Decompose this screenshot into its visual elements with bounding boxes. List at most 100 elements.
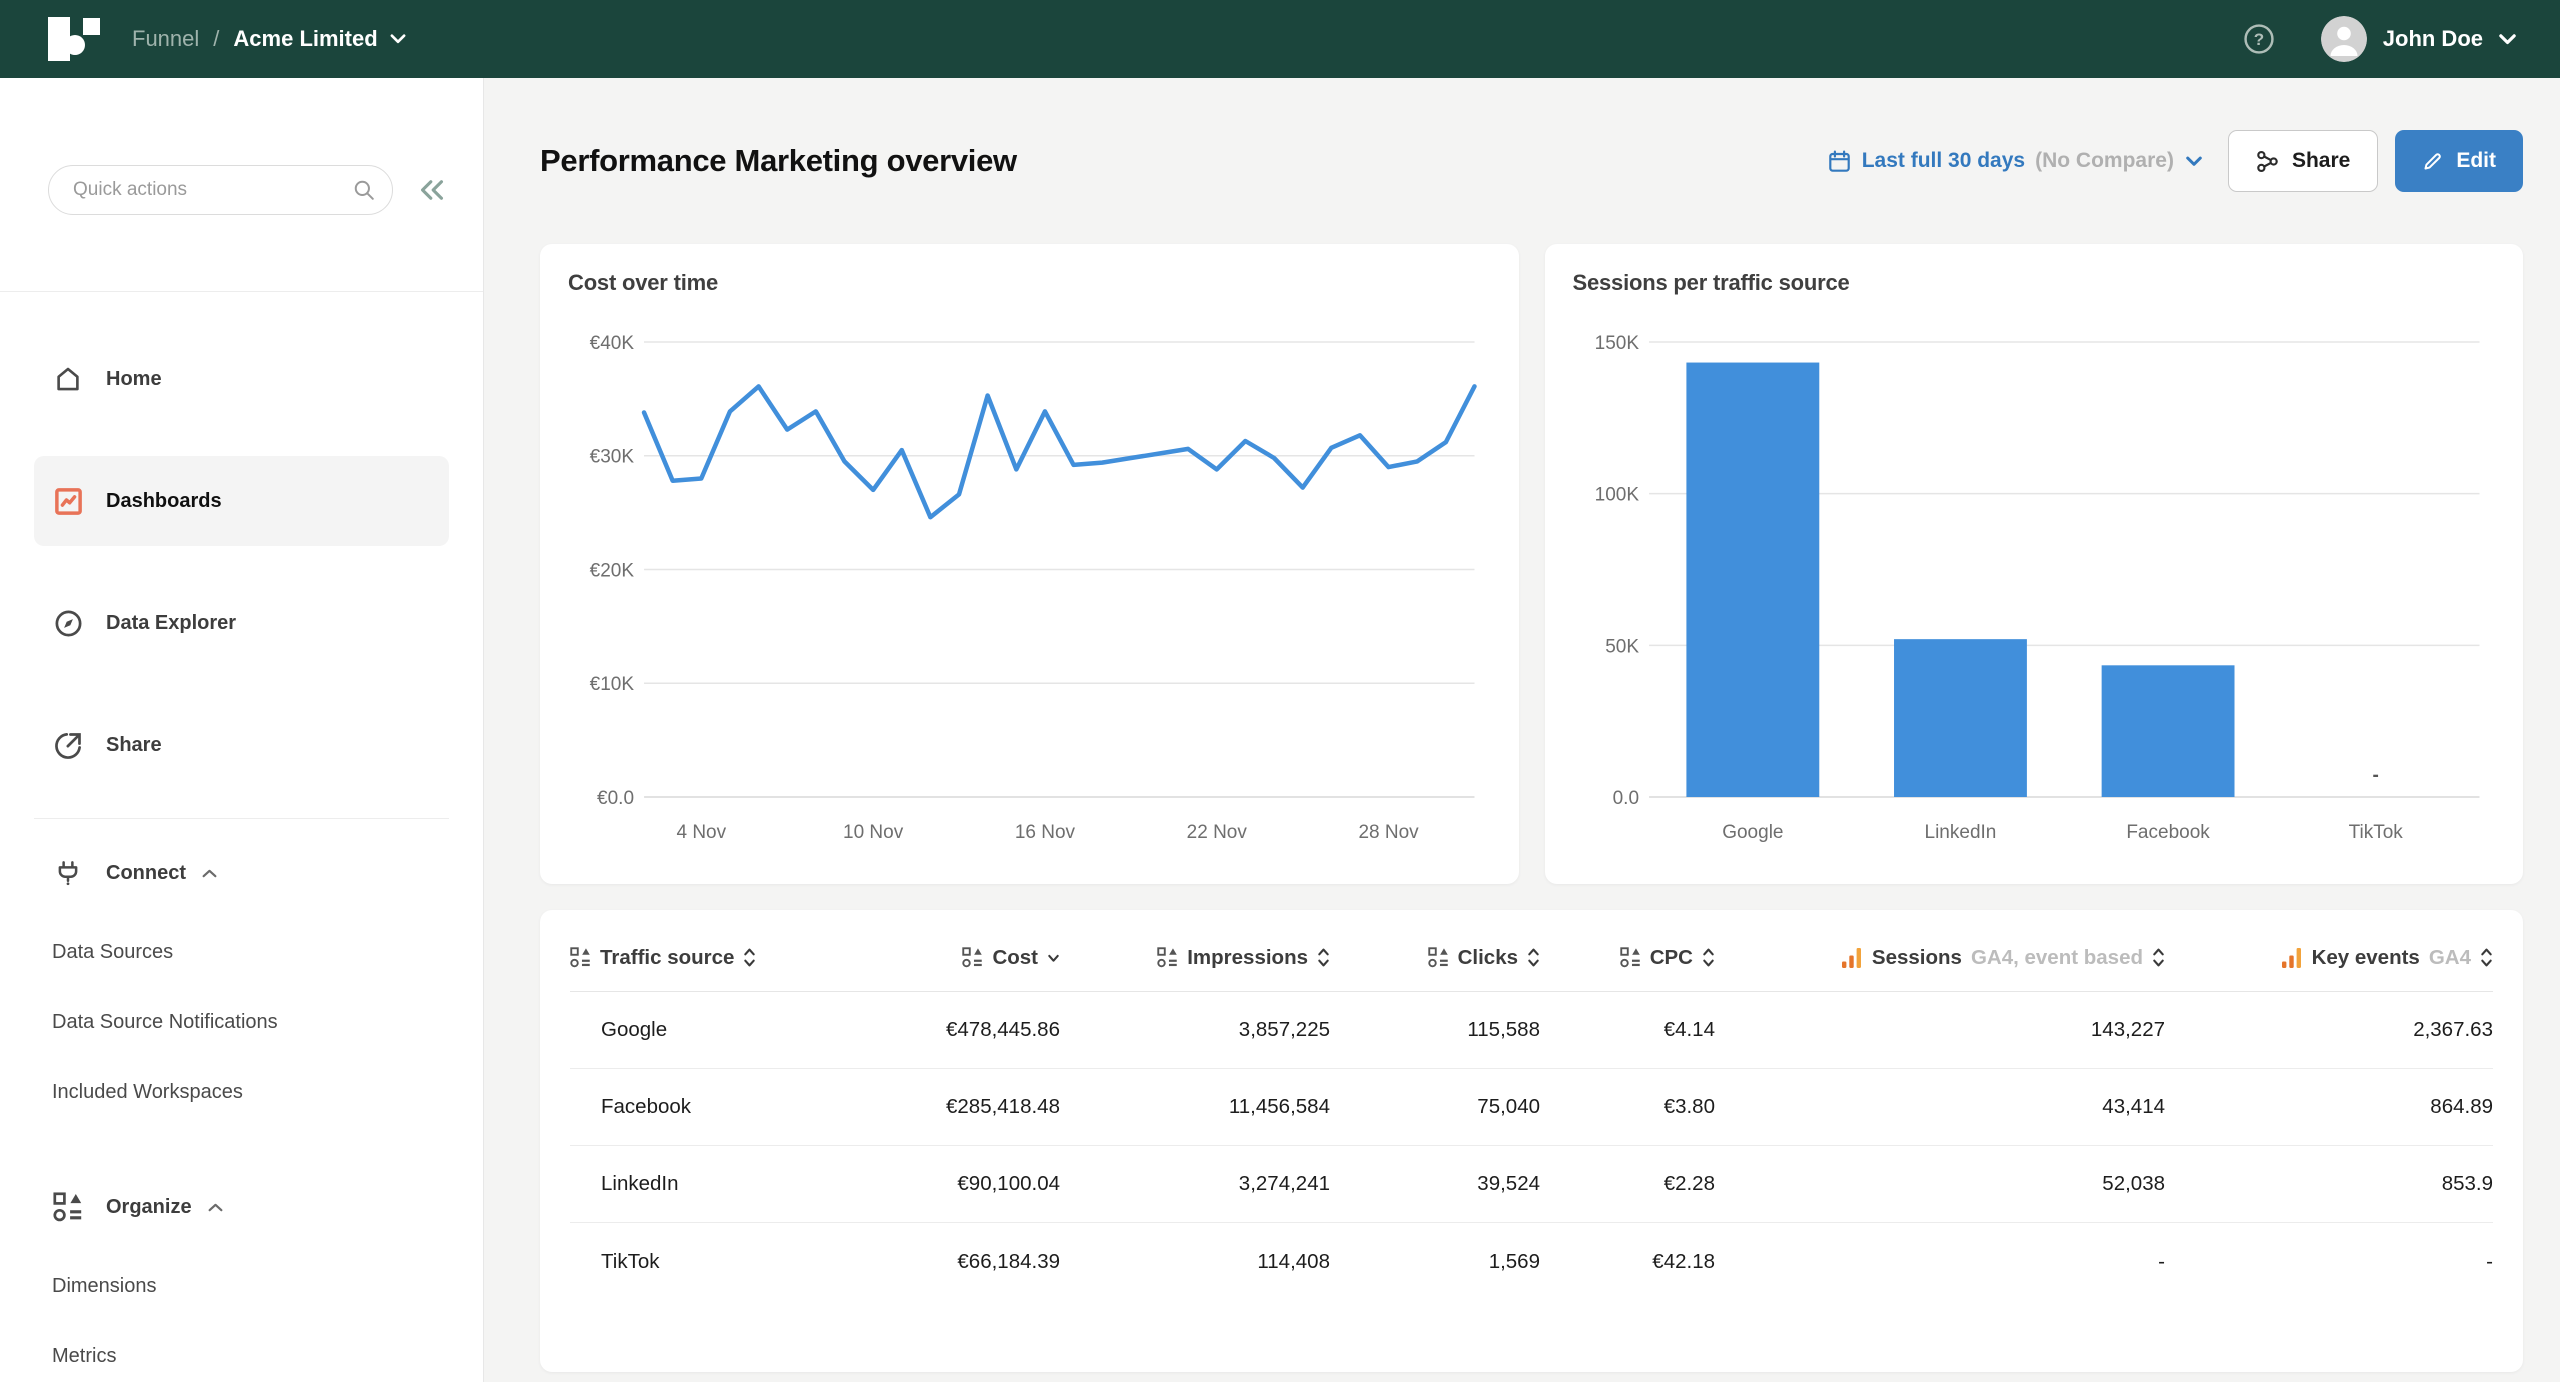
svg-text:-: - [2372, 765, 2378, 786]
sub-item-label: Dimensions [52, 1274, 157, 1297]
date-chevron-down-icon [2186, 156, 2202, 167]
table-cell: 115,588 [1467, 1018, 1540, 1041]
table-cell: €2.28 [1663, 1172, 1715, 1195]
search-icon [353, 179, 375, 206]
workspace-chevron-down-icon[interactable] [390, 34, 406, 44]
sub-item-label: Data Sources [52, 940, 174, 963]
cost-over-time-card: Cost over time €0.0 €10K €20K €30K €40K 4 Nov… [540, 244, 1519, 884]
svg-text:LinkedIn: LinkedIn [1924, 822, 1996, 843]
svg-text:€20K: €20K [590, 561, 635, 582]
table-cell: - [2158, 1249, 2165, 1273]
date-range-selector[interactable]: Last full 30 days (No Compare) [1828, 149, 2202, 173]
column-label: Impressions [1187, 945, 1308, 969]
chart-title: Cost over time [568, 270, 719, 295]
table-cell: - [2486, 1249, 2493, 1273]
sort-icon [1528, 948, 1539, 967]
sort-desc-icon [1048, 954, 1059, 962]
user-chevron-down-icon[interactable] [2499, 33, 2516, 45]
table-cell: Google [601, 1018, 668, 1041]
table-cell: 864.89 [2430, 1095, 2493, 1118]
column-label: Key events [2311, 945, 2420, 969]
table-cell: 75,040 [1477, 1095, 1540, 1118]
table-cell: 3,857,225 [1238, 1018, 1330, 1041]
table-cell: 39,524 [1477, 1172, 1540, 1195]
svg-text:TikTok: TikTok [2348, 822, 2403, 843]
topbar-actions: ? John Doe [2243, 16, 2516, 62]
sessions-bar-chart: 0.0 50K 100K 150K Google LinkedIn Facebook - Tik… [1594, 333, 2479, 843]
avatar[interactable] [2320, 16, 2367, 62]
edit-button-label: Edit [2456, 149, 2496, 172]
column-header-sessions[interactable]: Sessions GA4, event based [1715, 946, 2165, 970]
column-header-clicks[interactable]: Clicks [1330, 946, 1540, 970]
table-cell: €4.14 [1663, 1018, 1715, 1041]
column-header-cost[interactable]: Cost [820, 946, 1060, 970]
svg-text:€40K: €40K [590, 333, 635, 354]
svg-text:22 Nov: 22 Nov [1187, 822, 1248, 843]
column-header-impressions[interactable]: Impressions [1060, 946, 1330, 970]
table-body: Google €478,445.86 3,857,225 115,588 €4.14 14… [570, 992, 2493, 1300]
funnel-logo-icon[interactable] [48, 16, 102, 62]
table-cell: 2,367.63 [2413, 1018, 2493, 1041]
sidebar-item-data-explorer[interactable]: Data Explorer [34, 578, 449, 668]
main-content: Performance Marketing overview Last full… [484, 78, 2560, 1382]
column-header-traffic-source[interactable]: Traffic source [570, 946, 820, 970]
sidebar-item-dimensions[interactable]: Dimensions [52, 1251, 449, 1321]
compass-icon [52, 607, 84, 639]
ga4-icon [1841, 947, 1861, 968]
share-button-label: Share [2291, 149, 2351, 172]
sort-icon [744, 948, 756, 967]
quick-actions-input[interactable] [48, 165, 393, 215]
sidebar-item-home[interactable]: Home [34, 334, 449, 424]
table-cell: €66,184.39 [957, 1249, 1060, 1273]
sidebar-item-data-sources[interactable]: Data Sources [52, 917, 449, 987]
svg-text:10 Nov: 10 Nov [843, 822, 904, 843]
table-cell: 43,414 [2102, 1095, 2165, 1118]
sidebar-item-data-source-notifications[interactable]: Data Source Notifications [52, 987, 449, 1057]
table-cell: €42.18 [1652, 1249, 1715, 1273]
ga4-icon [2281, 947, 2301, 968]
breadcrumb-product[interactable]: Funnel [132, 26, 200, 51]
sidebar-section-organize[interactable]: Organize [34, 1163, 449, 1251]
breadcrumb-workspace[interactable]: Acme Limited [233, 26, 378, 51]
table-cell: 1,569 [1488, 1249, 1540, 1273]
column-header-cpc[interactable]: CPC [1540, 946, 1715, 970]
sidebar-nav: Home Dashboards Data Explorer Share [0, 292, 483, 1382]
sidebar-item-metrics[interactable]: Metrics [52, 1321, 449, 1382]
dimension-metric-icon [1427, 947, 1448, 968]
share-nodes-icon [2256, 150, 2279, 173]
edit-button[interactable]: Edit [2395, 130, 2523, 192]
table-cell: 52,038 [2102, 1172, 2165, 1195]
table-header-row: Traffic source Cost Impressions Clicks CPC Se… [570, 924, 2493, 992]
sort-icon [1318, 948, 1329, 967]
sidebar-collapse-icon[interactable] [419, 179, 445, 201]
calendar-icon [1828, 150, 1851, 173]
svg-text:150K: 150K [1594, 333, 1639, 354]
dimension-metric-icon [570, 947, 590, 968]
sort-icon [2153, 948, 2164, 967]
svg-text:Google: Google [1722, 822, 1783, 843]
sidebar-section-label: Connect [106, 861, 186, 884]
column-label: Traffic source [600, 945, 735, 969]
sidebar-item-share[interactable]: Share [34, 700, 449, 790]
svg-text:€10K: €10K [590, 674, 635, 695]
share-circle-icon [52, 729, 84, 761]
sidebar-item-label: Data Explorer [106, 611, 237, 634]
table-cell: 114,408 [1257, 1249, 1330, 1273]
svg-text:16 Nov: 16 Nov [1015, 822, 1076, 843]
sidebar-item-included-workspaces[interactable]: Included Workspaces [52, 1057, 449, 1127]
sidebar: Home Dashboards Data Explorer Share [0, 78, 484, 1382]
user-menu[interactable]: John Doe [2382, 26, 2483, 51]
pencil-icon [2422, 151, 2443, 172]
dashboards-icon [52, 485, 84, 517]
sub-item-label: Data Source Notifications [52, 1010, 278, 1033]
breadcrumb-separator: / [213, 26, 220, 51]
sidebar-section-connect[interactable]: Connect [34, 829, 449, 917]
help-icon[interactable]: ? [2243, 23, 2275, 55]
share-button[interactable]: Share [2227, 130, 2379, 192]
svg-text:4 Nov: 4 Nov [676, 822, 726, 843]
column-header-key-events[interactable]: Key events GA4 [2165, 946, 2493, 970]
column-label: CPC [1649, 945, 1693, 969]
plug-icon [52, 857, 84, 889]
sidebar-item-label: Share [106, 733, 162, 756]
sidebar-item-dashboards[interactable]: Dashboards [34, 456, 449, 546]
